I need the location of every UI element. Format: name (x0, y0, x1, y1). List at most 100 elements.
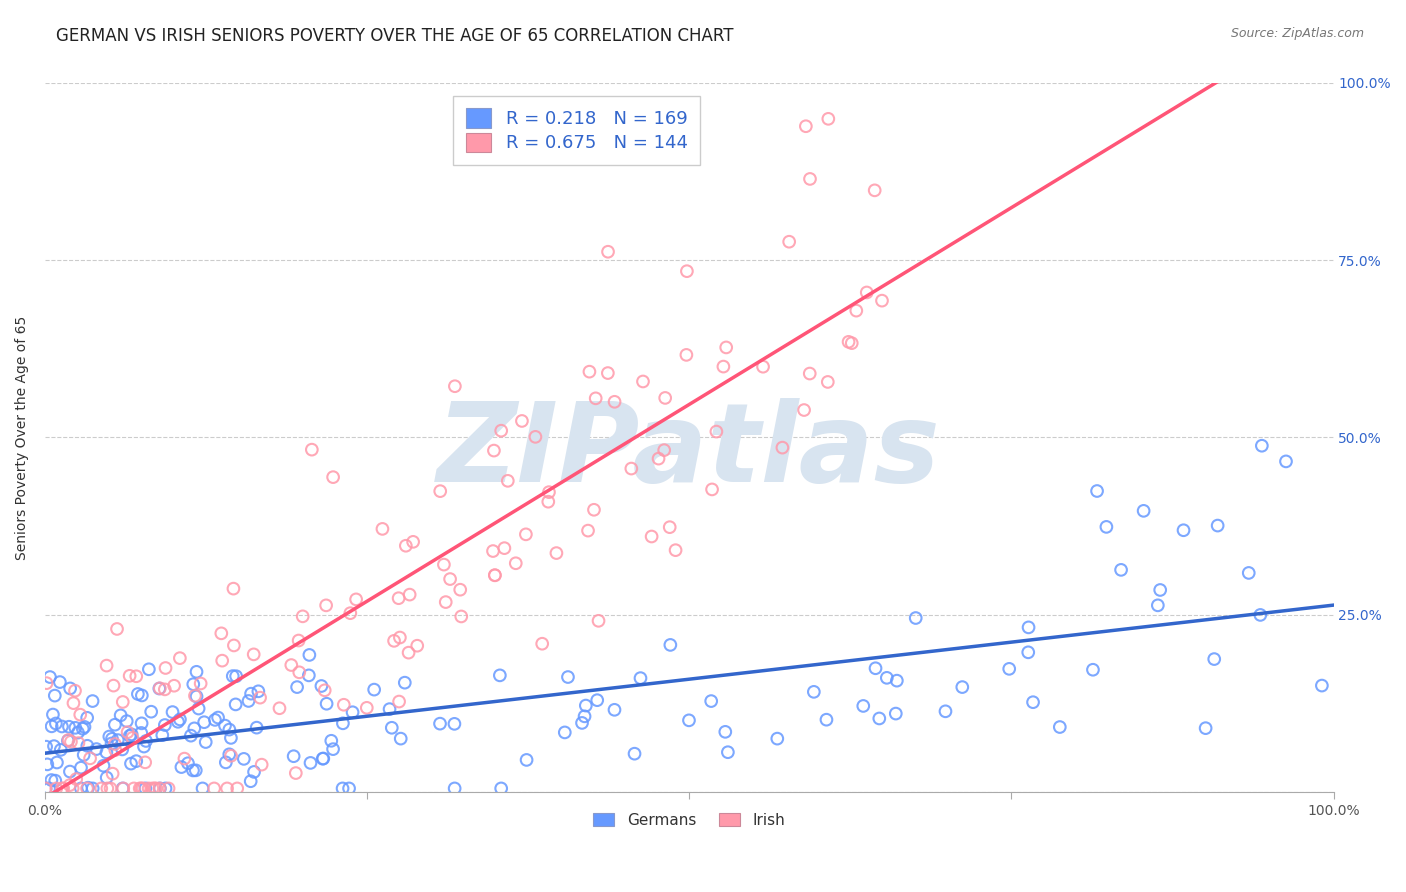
Point (44, 689, 66, 703)
Point (344, 592, 367, 607)
Point (41, 719, 63, 733)
Point (394, 675, 416, 690)
Point (489, 668, 512, 682)
Point (93, 758, 115, 772)
Point (132, 739, 155, 754)
Point (537, 494, 560, 508)
Point (243, 764, 266, 779)
Point (125, 754, 148, 768)
Point (363, 682, 385, 697)
Point (153, 682, 176, 697)
Point (115, 714, 138, 728)
Point (794, 120, 817, 134)
Point (489, 781, 512, 796)
Point (339, 606, 361, 620)
Point (586, 693, 609, 707)
Point (575, 698, 598, 713)
Point (98, 730, 121, 744)
Point (531, 637, 554, 651)
Point (225, 698, 247, 712)
Point (998, 662, 1021, 676)
Point (371, 522, 394, 536)
Point (623, 747, 645, 761)
Point (96, 781, 118, 796)
Point (73, 747, 96, 762)
Point (546, 546, 568, 560)
Point (67, 736, 90, 750)
Point (799, 367, 821, 381)
Point (904, 611, 927, 625)
Point (700, 483, 723, 497)
Point (482, 443, 505, 458)
Point (155, 661, 177, 675)
Point (640, 529, 662, 543)
Point (100, 781, 122, 796)
Point (62, 781, 84, 796)
Point (841, 336, 863, 351)
Point (934, 704, 956, 718)
Point (35, 739, 58, 754)
Point (596, 366, 619, 380)
Point (395, 539, 418, 553)
Point (49, 743, 72, 757)
Point (184, 764, 207, 778)
Point (868, 711, 890, 725)
Point (103, 679, 125, 693)
Point (332, 781, 354, 796)
Point (145, 781, 167, 796)
Point (141, 705, 163, 719)
Point (664, 543, 686, 558)
Point (342, 705, 364, 719)
Point (129, 781, 152, 796)
Point (183, 722, 205, 736)
Point (62, 696, 84, 710)
Point (35, 676, 58, 690)
Point (676, 264, 699, 278)
Point (42, 739, 65, 753)
Point (817, 112, 839, 126)
Point (153, 718, 176, 732)
Point (1249, 607, 1271, 622)
Point (838, 334, 860, 349)
Point (950, 680, 973, 694)
Point (69, 707, 91, 722)
Point (884, 706, 907, 721)
Point (845, 303, 868, 318)
Point (510, 414, 533, 428)
Point (186, 665, 208, 679)
Point (111, 781, 134, 796)
Point (659, 638, 682, 652)
Point (1095, 520, 1118, 534)
Point (138, 662, 160, 676)
Point (803, 685, 825, 699)
Point (240, 687, 263, 701)
Point (138, 781, 160, 796)
Point (852, 698, 875, 713)
Point (226, 781, 249, 796)
Point (120, 756, 142, 771)
Point (855, 285, 877, 300)
Point (269, 701, 291, 715)
Point (101, 766, 124, 780)
Point (65, 721, 87, 735)
Point (337, 781, 360, 796)
Point (793, 403, 815, 417)
Point (217, 781, 239, 796)
Point (117, 725, 139, 739)
Point (434, 595, 457, 609)
Point (246, 721, 269, 735)
Point (865, 661, 887, 675)
Point (484, 568, 506, 582)
Point (242, 648, 264, 662)
Point (96, 658, 118, 673)
Point (280, 658, 302, 673)
Text: ZIPatlas: ZIPatlas (437, 398, 941, 505)
Point (284, 766, 307, 780)
Point (315, 697, 337, 711)
Point (515, 527, 537, 541)
Point (49, 675, 72, 690)
Point (817, 375, 839, 389)
Point (1206, 518, 1229, 533)
Point (131, 781, 153, 796)
Point (96, 745, 118, 759)
